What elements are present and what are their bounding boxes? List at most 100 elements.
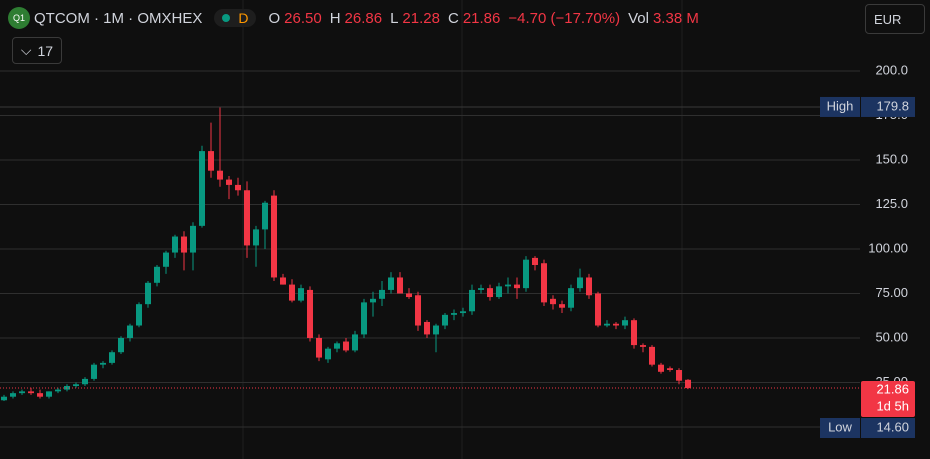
candle-body bbox=[685, 379, 691, 389]
candle-body bbox=[523, 259, 529, 289]
candle-body bbox=[532, 257, 538, 266]
currency: EUR bbox=[874, 11, 902, 27]
symbol-icon: Q1 bbox=[8, 7, 30, 29]
candle-body bbox=[352, 334, 358, 351]
candle-body bbox=[334, 343, 340, 349]
candle-body bbox=[271, 195, 277, 278]
chevron: ⌵ bbox=[20, 42, 32, 58]
candle-body bbox=[406, 293, 412, 298]
candle-body bbox=[262, 202, 268, 230]
candle-body bbox=[451, 313, 457, 315]
candle-body bbox=[172, 236, 178, 253]
open-label: O bbox=[268, 9, 281, 27]
high-tag bbox=[820, 96, 860, 117]
candle-body bbox=[343, 341, 349, 351]
candle-body bbox=[487, 288, 493, 298]
candle-body bbox=[649, 346, 655, 365]
high-label: H bbox=[329, 9, 341, 27]
candle-body bbox=[604, 323, 610, 326]
y-tick-label: 75.00 bbox=[875, 285, 908, 300]
y-tick-label: 125.0 bbox=[875, 196, 908, 211]
candle-body bbox=[559, 304, 565, 308]
candle-body bbox=[118, 337, 124, 353]
candle-body bbox=[199, 151, 205, 226]
candle-body bbox=[289, 284, 295, 301]
countdown-label: 1d 5h bbox=[876, 398, 909, 413]
low-label: L bbox=[390, 9, 399, 27]
candle-body bbox=[622, 320, 628, 326]
candle-body bbox=[550, 298, 556, 305]
symbol[interactable]: QTCOM · 1M · OMXHEX bbox=[34, 9, 203, 27]
symbol-legend: Q1 QTCOM · 1M · OMXHEX D O 26.50 H 26.86 L… bbox=[8, 6, 699, 30]
grid bbox=[0, 70, 860, 428]
high-value: 179.8 bbox=[876, 98, 909, 113]
last-price-label: 21.86 bbox=[876, 381, 909, 396]
candle-body bbox=[631, 320, 637, 346]
high-value: 26.86 bbox=[344, 9, 383, 27]
candle-body bbox=[496, 286, 502, 298]
candle-body bbox=[307, 289, 313, 338]
candle-body bbox=[154, 266, 160, 283]
candle-body bbox=[1, 396, 7, 401]
candle-body bbox=[244, 190, 250, 246]
candle-body bbox=[478, 288, 484, 290]
candle-body bbox=[280, 277, 286, 285]
candle-body bbox=[595, 293, 601, 326]
candle-body bbox=[109, 352, 115, 363]
y-tick-label: 100.00 bbox=[868, 240, 908, 255]
close-label: C bbox=[447, 9, 459, 27]
price-labels: 21.86 1d 5h High 179.8 Low 14.60 bbox=[0, 96, 915, 438]
candle-body bbox=[190, 225, 196, 253]
close-value: 21.86 bbox=[462, 9, 501, 27]
open-value: 26.50 bbox=[284, 9, 322, 27]
candle-body bbox=[505, 284, 511, 287]
candle-body bbox=[667, 368, 673, 371]
candle-body bbox=[415, 295, 421, 326]
candle-body bbox=[469, 289, 475, 312]
high-value-box bbox=[861, 96, 915, 117]
candle-body bbox=[676, 370, 682, 381]
candle-body bbox=[388, 277, 394, 290]
candle-body bbox=[442, 314, 448, 326]
candle-body bbox=[100, 362, 106, 365]
candle-body bbox=[577, 277, 583, 289]
y-tick-label: 150.0 bbox=[875, 151, 908, 166]
volume-label: Vol bbox=[628, 9, 649, 27]
candle-body bbox=[361, 302, 367, 335]
indicators-toggle[interactable]: ⌵ 17 bbox=[12, 37, 62, 64]
low-value-box bbox=[861, 418, 915, 438]
candle-body bbox=[145, 282, 151, 305]
candle-body bbox=[46, 391, 52, 397]
candle-body bbox=[298, 288, 304, 301]
volume-value: 3.38 M bbox=[652, 9, 699, 27]
candle-body bbox=[181, 236, 187, 253]
candle-body bbox=[253, 229, 259, 246]
candle-body bbox=[82, 378, 88, 385]
candle-body bbox=[127, 325, 133, 338]
candle-body bbox=[640, 345, 646, 347]
candle-body bbox=[613, 323, 619, 326]
candle-body bbox=[73, 384, 79, 387]
y-tick-label: 200.0 bbox=[875, 62, 908, 77]
candle-body bbox=[19, 391, 25, 394]
candle-body bbox=[217, 170, 223, 180]
candle-body bbox=[514, 284, 520, 289]
high-tag-label: High bbox=[827, 98, 854, 113]
candle-body bbox=[541, 263, 547, 303]
candle-body bbox=[226, 179, 232, 185]
candle-body bbox=[568, 288, 574, 308]
low-value: 14.60 bbox=[876, 419, 909, 434]
candle-body bbox=[10, 393, 16, 397]
status-pill[interactable]: D bbox=[214, 9, 257, 27]
price-axis: 0.0025.0050.0075.00100.00125.0150.0175.0… bbox=[868, 62, 908, 433]
session-badge: D bbox=[238, 10, 249, 26]
currency-button[interactable]: EUR bbox=[865, 4, 925, 34]
candle-body bbox=[55, 389, 61, 392]
candle-body bbox=[397, 277, 403, 294]
candle-body bbox=[424, 321, 430, 335]
low-tag bbox=[820, 418, 860, 438]
candle-body bbox=[433, 325, 439, 335]
candle-body bbox=[235, 184, 241, 191]
